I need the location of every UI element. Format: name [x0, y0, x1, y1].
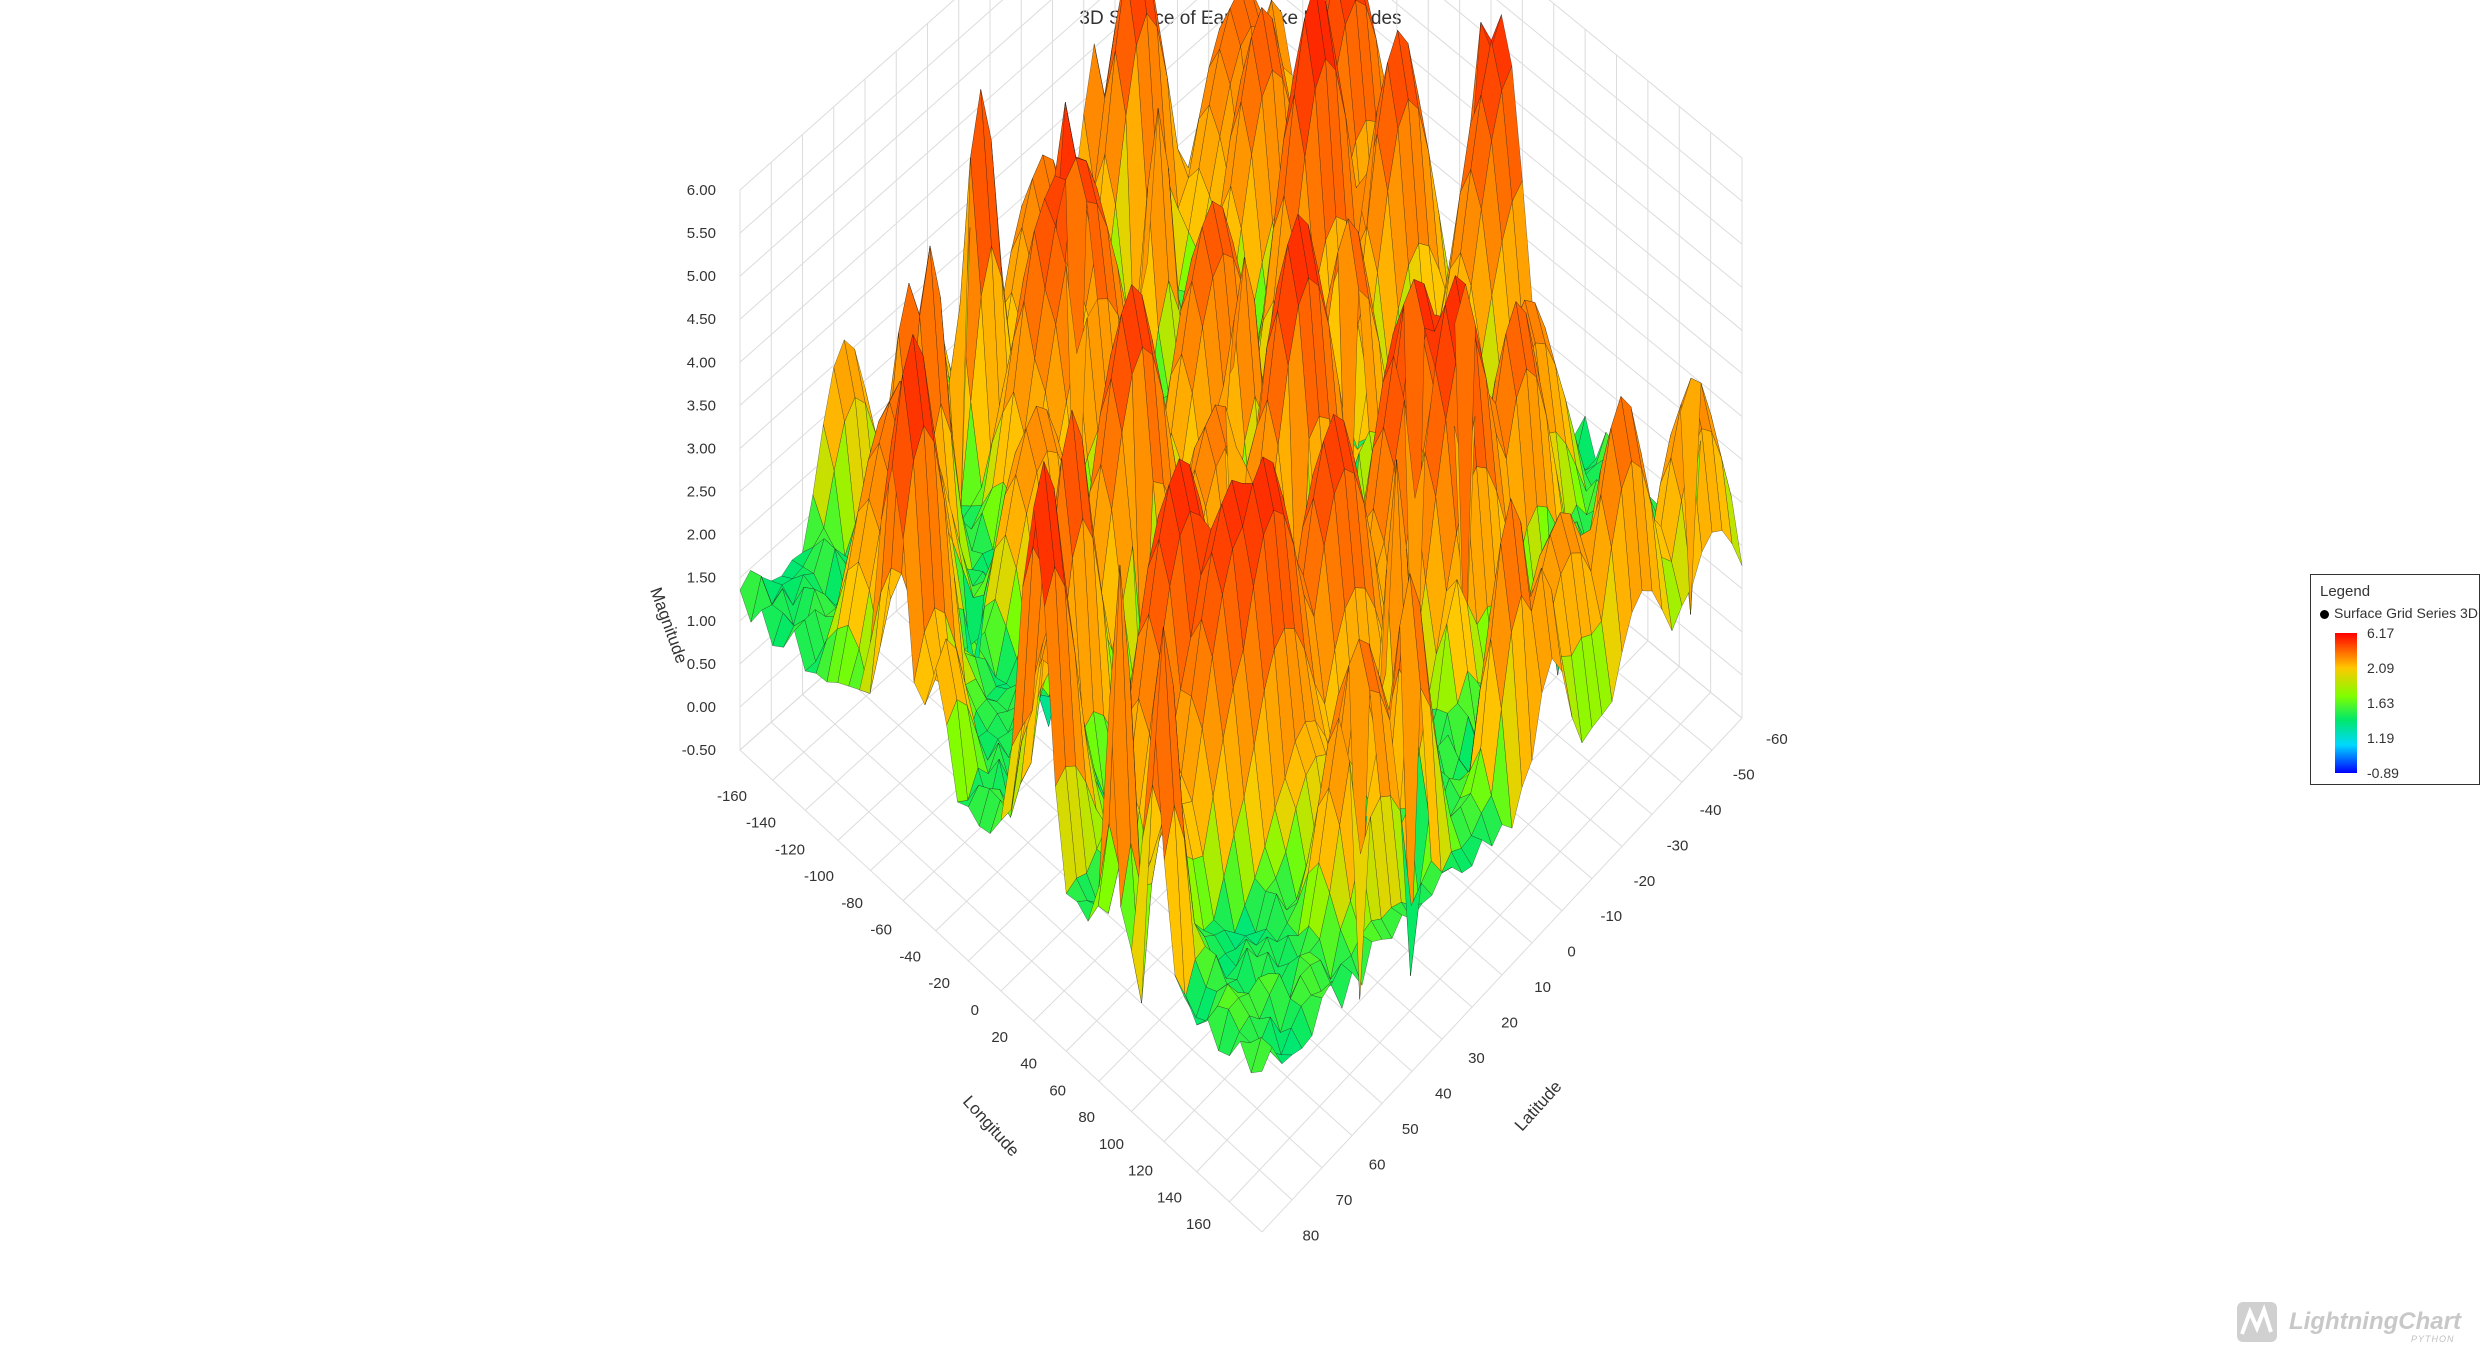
series-dot-icon	[2320, 609, 2329, 619]
z-tick-label: 70	[1336, 1192, 1353, 1209]
z-tick-label: -10	[1600, 908, 1622, 925]
y-tick-label: 5.00	[687, 268, 716, 285]
y-tick-label: 1.00	[687, 613, 716, 630]
x-tick-label: 60	[1049, 1082, 1066, 1099]
z-tick-label: 60	[1369, 1156, 1386, 1173]
y-tick-label: 0.00	[687, 699, 716, 716]
x-tick-label: -80	[841, 895, 863, 912]
z-tick-label: 10	[1534, 979, 1551, 996]
x-tick-label: -100	[804, 868, 834, 885]
z-tick-label: -40	[1700, 802, 1722, 819]
legend-step-label: 6.17	[2367, 625, 2395, 641]
legend-step-label: -0.89	[2367, 765, 2399, 781]
x-tick-label: 0	[971, 1002, 979, 1019]
z-tick-label: -60	[1766, 731, 1788, 748]
z-tick-label: 50	[1402, 1121, 1419, 1138]
x-tick-label: 40	[1020, 1056, 1037, 1073]
x-tick-label: 120	[1128, 1163, 1153, 1180]
x-tick-label: 140	[1157, 1189, 1182, 1206]
legend-step-label: 1.63	[2367, 695, 2395, 711]
surface-layer	[739, 0, 1743, 1074]
logo-mark-icon	[2237, 1302, 2277, 1342]
lightningchart-logo: LightningChart PYTHON	[2235, 1296, 2475, 1352]
z-axis-title: Latitude	[1511, 1077, 1566, 1135]
z-tick-label: 30	[1468, 1050, 1485, 1067]
z-tick-label: 80	[1303, 1227, 1320, 1244]
x-tick-label: -20	[928, 975, 950, 992]
x-tick-label: 80	[1078, 1109, 1095, 1126]
z-tick-label: 40	[1435, 1085, 1452, 1102]
z-tick-label: 20	[1501, 1015, 1518, 1032]
y-tick-label: 0.50	[687, 656, 716, 673]
z-tick-label: -30	[1667, 837, 1689, 854]
x-tick-label: -60	[870, 922, 892, 939]
x-tick-label: 160	[1186, 1216, 1211, 1233]
legend-title: Legend	[2320, 583, 2371, 600]
x-tick-label: -160	[717, 788, 747, 805]
x-tick-label: -40	[899, 948, 921, 965]
legend-step-label: 1.19	[2367, 730, 2395, 746]
legend-step-label: 2.09	[2367, 660, 2395, 676]
z-tick-label: 0	[1567, 944, 1575, 961]
x-tick-label: -120	[775, 841, 805, 858]
y-tick-label: 3.50	[687, 397, 716, 414]
y-tick-label: 2.50	[687, 484, 716, 501]
y-tick-label: -0.50	[682, 742, 716, 759]
y-tick-label: 5.50	[687, 225, 716, 242]
legend: Legend Surface Grid Series 3D 6.17 2.09 …	[2310, 574, 2480, 785]
legend-color-bar	[2335, 633, 2357, 773]
legend-series-label: Surface Grid Series 3D	[2334, 605, 2478, 621]
x-tick-label: -140	[746, 815, 776, 832]
x-axis-title: Longitude	[959, 1092, 1023, 1160]
logo-subtext: PYTHON	[2411, 1334, 2455, 1344]
z-tick-label: -20	[1634, 873, 1656, 890]
y-tick-label: 6.00	[687, 182, 716, 199]
y-tick-label: 4.50	[687, 311, 716, 328]
logo-text: LightningChart	[2289, 1308, 2461, 1335]
z-tick-label: -50	[1733, 766, 1755, 783]
y-tick-label: 2.00	[687, 527, 716, 544]
legend-series-item[interactable]: Surface Grid Series 3D	[2320, 605, 2478, 621]
tick-layer: -0.50 0.00 0.50 1.00 1.50 2.00 2.50 3.00 3.50 4.0…	[682, 182, 1788, 1244]
y-tick-label: 1.50	[687, 570, 716, 587]
y-tick-label: 3.00	[687, 440, 716, 457]
y-tick-label: 4.00	[687, 354, 716, 371]
x-tick-label: 100	[1099, 1136, 1124, 1153]
y-axis-title: Magnitude	[646, 585, 691, 666]
x-tick-label: 20	[991, 1029, 1008, 1046]
